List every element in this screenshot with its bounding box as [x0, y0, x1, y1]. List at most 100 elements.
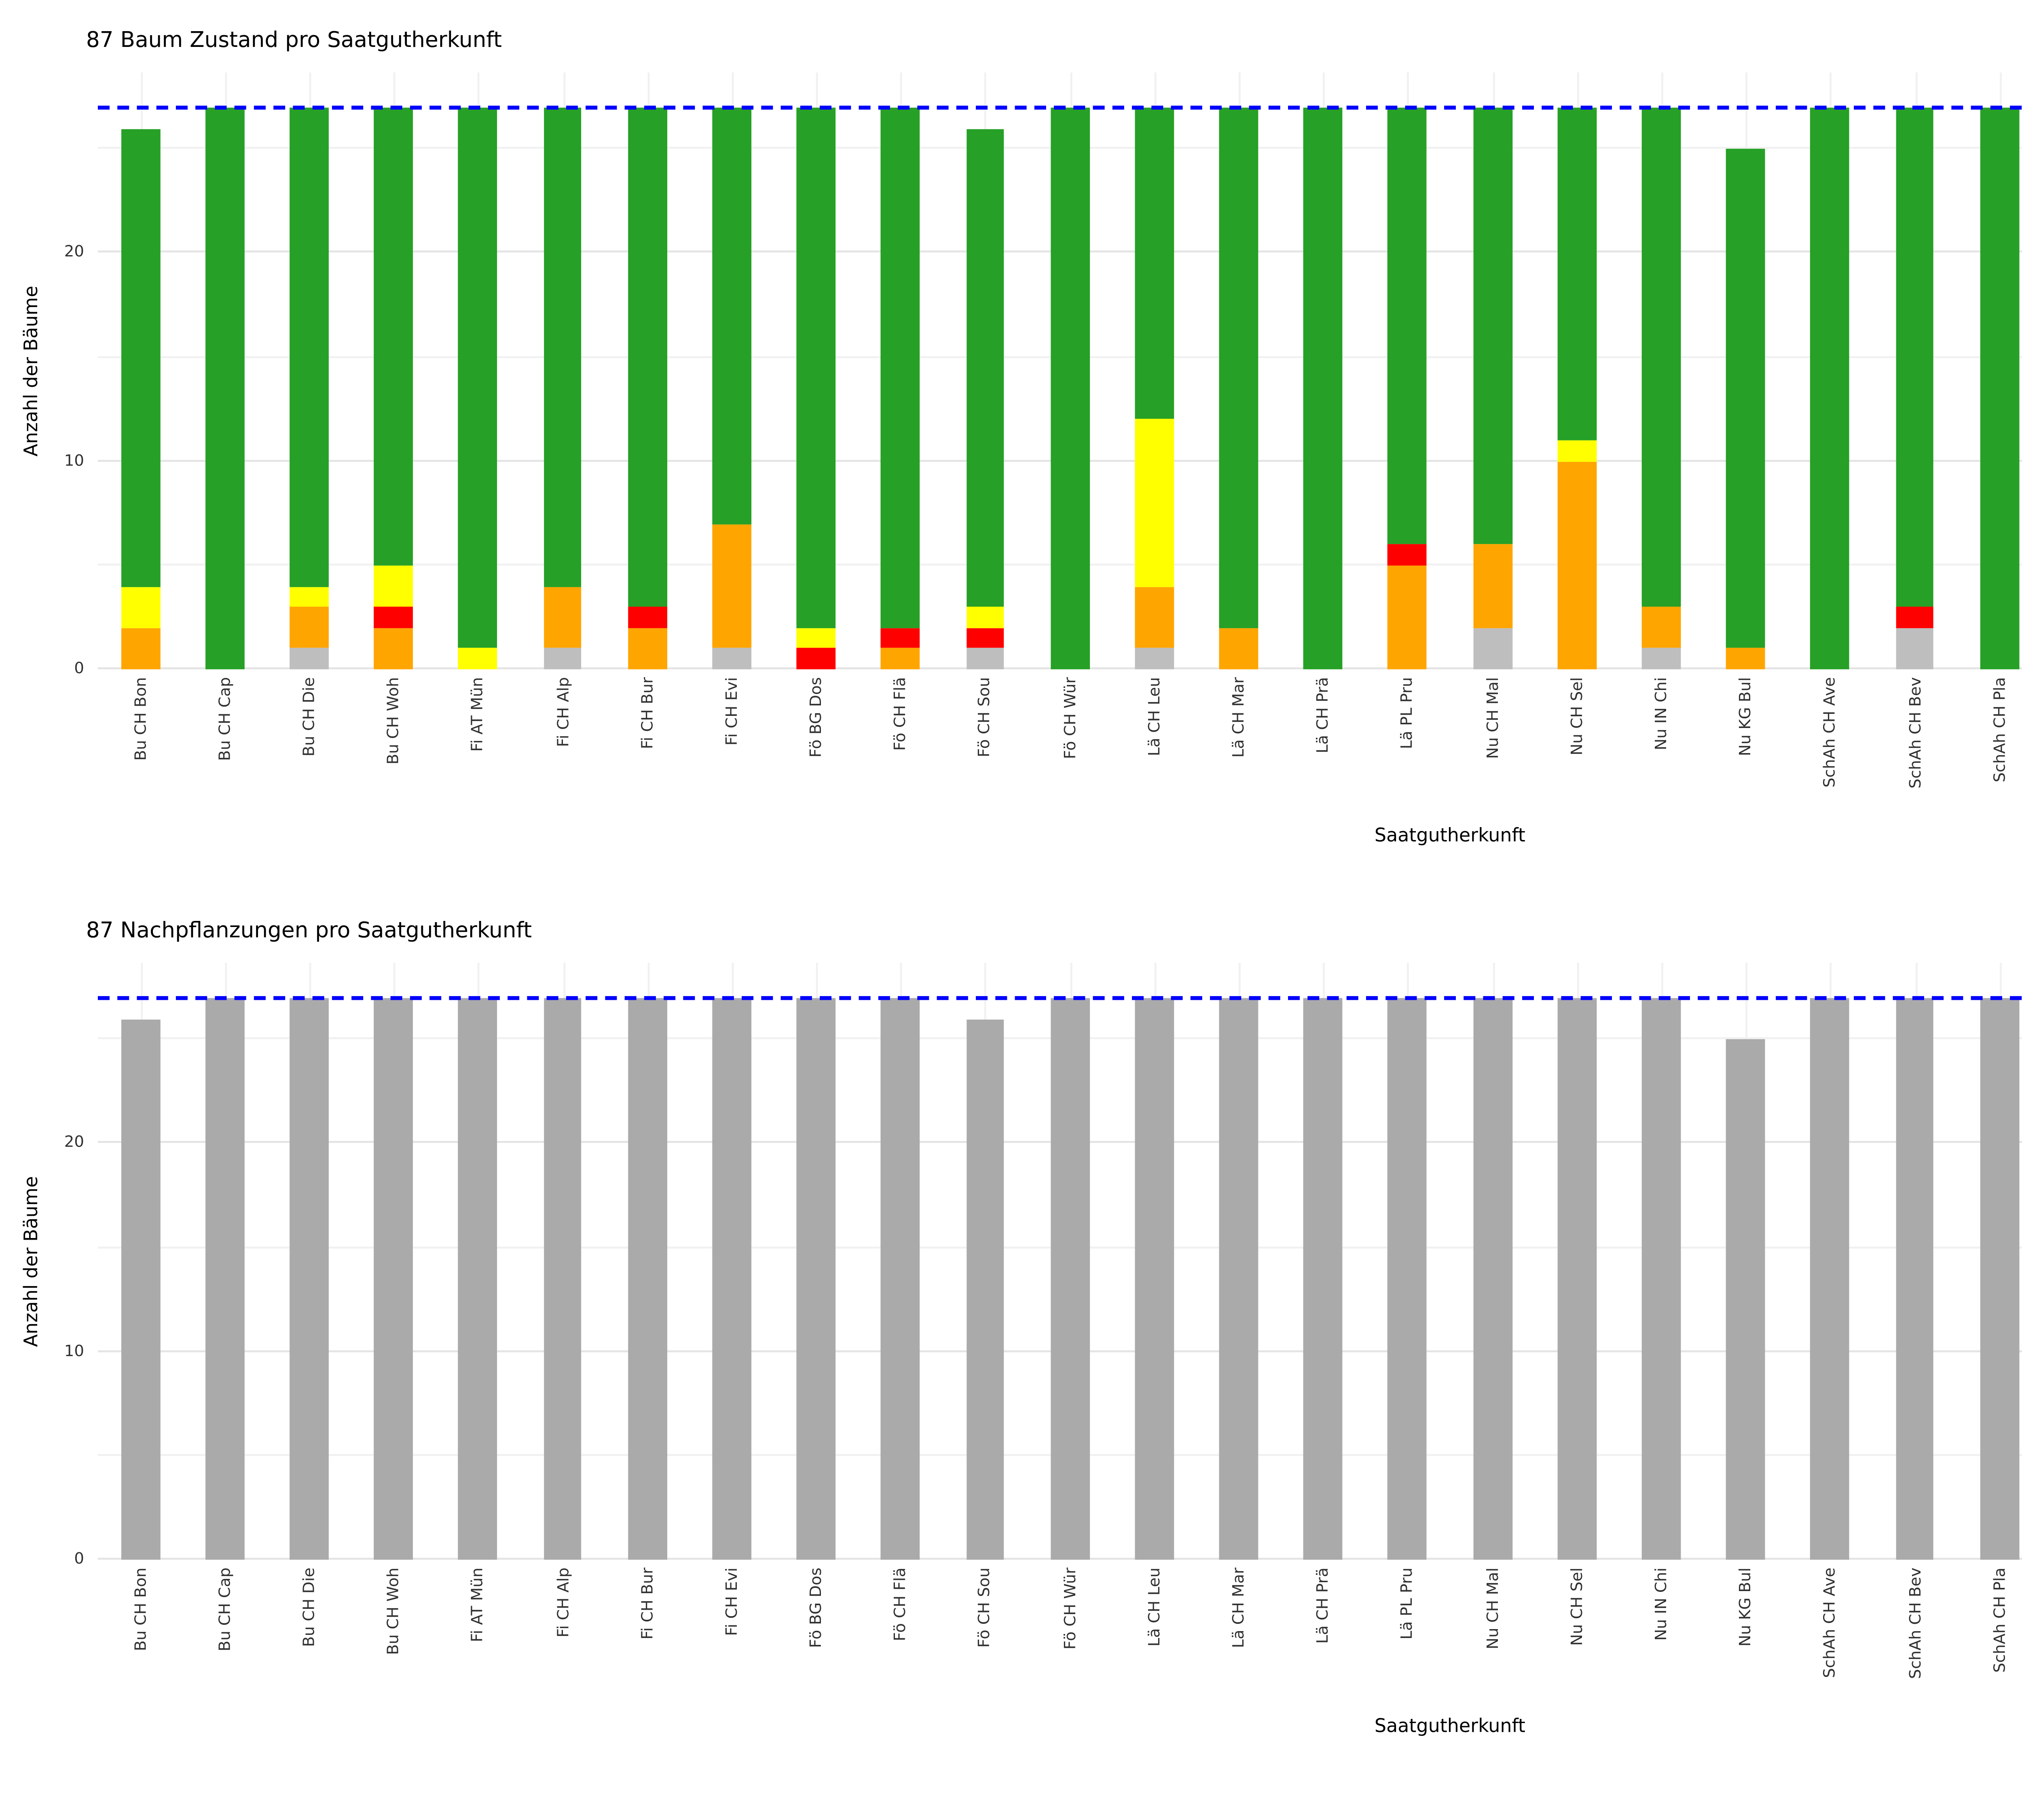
bar-segment-erstpflanzung	[543, 998, 582, 1560]
bar-segment-erstpflanzung	[121, 1019, 160, 1560]
bar-segment-erstpflanzung	[1134, 998, 1174, 1560]
bar-segment-lebend-normal-vital	[1557, 108, 1596, 441]
x-tick-label: Fi CH Bur	[638, 1567, 656, 1640]
bar-segment-lebend-normal-vital	[881, 108, 920, 628]
x-tick-label: Lä CH Mar	[1230, 677, 1248, 758]
x-tick-label: SchAh CH Ave	[1821, 677, 1839, 788]
bar-segment-tot-andere-ursache	[290, 607, 329, 649]
y-axis-title-wrap: Anzahl der Bäume	[16, 72, 47, 669]
bar-segment-erstpflanzung	[374, 998, 413, 1560]
x-tick-label: Lä PL Pru	[1399, 1567, 1417, 1640]
x-tick-label: Nu CH Sel	[1568, 1567, 1586, 1646]
bar-segment-lebend-normal-vital	[1134, 108, 1174, 420]
plot-area: 0 10 20	[64, 963, 2022, 1566]
x-tick-label: Fi CH Alp	[554, 1567, 572, 1638]
bar-segment-lebend-normal-vital	[1388, 108, 1428, 545]
x-tick-label: Fö CH Sou	[976, 1567, 994, 1648]
bar-segment-tot-abgeschnitten	[1895, 607, 1934, 628]
bar-segment-lebend-normal-vital	[459, 108, 498, 649]
x-axis-tick-labels: Bu CH Bon Bu CH Cap Bu CH Die Bu CH Woh Fi A…	[98, 669, 2022, 822]
y-axis-title-wrap: Anzahl der Bäume	[16, 963, 47, 1560]
chart-layout: Anzahl der Bäume 0 10 20 Bu CH Bon Bu CH Ca…	[0, 72, 2022, 847]
bar-segment-lebend-k-mmernd	[459, 648, 498, 669]
x-tick-label: Nu KG Bul	[1737, 677, 1755, 756]
x-tick-label: Lä CH Leu	[1145, 1567, 1163, 1647]
bar-segment-lebend-normal-vital	[1726, 149, 1765, 649]
bar-segment-tot-andere-ursache	[881, 648, 920, 669]
reference-line	[97, 996, 2022, 1000]
x-tick-label: Lä CH Prä	[1314, 677, 1332, 753]
x-tick-label: SchAh CH Bev	[1906, 677, 1924, 789]
y-axis-title: Anzahl der Bäume	[20, 1176, 42, 1347]
bar-segment-lebend-normal-vital	[797, 108, 836, 628]
bar-segment-lebend-k-mmernd	[1557, 440, 1596, 461]
bar-segment-erstpflanzung	[1557, 998, 1596, 1560]
x-tick-label: Bu CH Woh	[385, 677, 403, 765]
bar-segment-tot-andere-ursache	[1557, 461, 1596, 669]
y-tick-label: 10	[64, 451, 85, 470]
x-tick-label: Nu KG Bul	[1737, 1567, 1755, 1647]
bar-segment-verschwunden	[1472, 628, 1512, 669]
plot-column: 0 10 20 Bu CH Bon Bu CH Cap Bu CH Die Bu CH W…	[47, 72, 2022, 847]
bar-segment-verschwunden	[543, 648, 582, 669]
bar-segment-verschwunden	[966, 648, 1005, 669]
x-tick-label: Fi CH Evi	[723, 677, 740, 746]
x-tick-label: Lä CH Prä	[1314, 1567, 1332, 1644]
x-tick-label: Nu IN Chi	[1652, 1567, 1670, 1641]
bar-segment-lebend-normal-vital	[1303, 108, 1343, 669]
bar-segment-tot-andere-ursache	[1134, 586, 1174, 649]
bar-segment-tot-andere-ursache	[712, 523, 751, 649]
bar-segment-erstpflanzung	[1388, 998, 1428, 1560]
y-tick-label: 0	[74, 1550, 85, 1568]
bar-segment-lebend-k-mmernd	[797, 628, 836, 649]
bar-segment-tot-abgeschnitten	[966, 628, 1005, 649]
x-tick-label: Fö CH Flä	[892, 1567, 909, 1641]
bar-segment-lebend-k-mmernd	[966, 607, 1005, 628]
bar-segment-lebend-k-mmernd	[121, 586, 160, 628]
chart-nachpflanzungen: 87 Nachpflanzungen pro Saatgutherkunft A…	[0, 891, 2022, 1738]
x-tick-label: Bu CH Bon	[131, 1567, 149, 1651]
bar-segment-lebend-normal-vital	[966, 128, 1005, 607]
bar-segment-tot-andere-ursache	[1726, 648, 1765, 669]
bar-segment-lebend-normal-vital	[1472, 108, 1512, 545]
y-axis-title: Anzahl der Bäume	[20, 285, 42, 457]
y-tick-label: 10	[64, 1342, 85, 1360]
x-tick-label: Fi CH Bur	[638, 677, 656, 749]
x-tick-label: Nu CH Sel	[1568, 677, 1586, 756]
bar-segment-verschwunden	[1134, 648, 1174, 669]
bar-segment-tot-andere-ursache	[374, 628, 413, 669]
x-tick-label: Fö CH Sou	[976, 677, 994, 758]
bar-segment-tot-andere-ursache	[1641, 607, 1681, 649]
y-tick-label: 20	[64, 243, 85, 261]
x-tick-label: Bu CH Cap	[216, 1567, 234, 1651]
x-tick-label: SchAh CH Pla	[1990, 1567, 2008, 1673]
bar-segment-lebend-normal-vital	[543, 108, 582, 586]
bar-segment-tot-andere-ursache	[121, 628, 160, 669]
bar-segment-lebend-normal-vital	[1641, 108, 1681, 607]
bar-segment-tot-andere-ursache	[1472, 544, 1512, 628]
x-tick-label: Fö CH Flä	[892, 677, 909, 751]
bar-segment-erstpflanzung	[1641, 998, 1681, 1560]
chart-title: 87 Nachpflanzungen pro Saatgutherkunft	[86, 918, 532, 944]
bar-segment-erstpflanzung	[628, 998, 667, 1560]
bar-segment-lebend-k-mmernd	[290, 586, 329, 607]
bar-segment-lebend-normal-vital	[290, 108, 329, 586]
x-tick-label: SchAh CH Ave	[1821, 1567, 1839, 1678]
bar-segment-erstpflanzung	[205, 998, 244, 1560]
bar-segment-verschwunden	[1895, 628, 1934, 669]
bar-segment-tot-andere-ursache	[1388, 565, 1428, 669]
chart-baum-zustand: 87 Baum Zustand pro Saatgutherkunft Anza…	[0, 0, 2022, 847]
x-tick-label: Lä CH Leu	[1145, 677, 1163, 756]
bar-segment-verschwunden	[712, 648, 751, 669]
x-tick-label: Fi CH Evi	[723, 1567, 740, 1636]
bar-segment-lebend-k-mmernd	[374, 565, 413, 607]
bar-segment-erstpflanzung	[290, 998, 329, 1560]
bar-segment-lebend-normal-vital	[1050, 108, 1089, 669]
x-axis-title: Saatgutherkunft	[1374, 825, 1526, 848]
bar-segment-erstpflanzung	[1050, 998, 1089, 1560]
bar-segment-lebend-normal-vital	[121, 128, 160, 586]
x-tick-label: Fi AT Mün	[469, 677, 487, 752]
bar-segment-erstpflanzung	[1980, 998, 2019, 1560]
plot-area: 0 10 20	[64, 72, 2022, 676]
bar-segment-tot-andere-ursache	[628, 628, 667, 669]
